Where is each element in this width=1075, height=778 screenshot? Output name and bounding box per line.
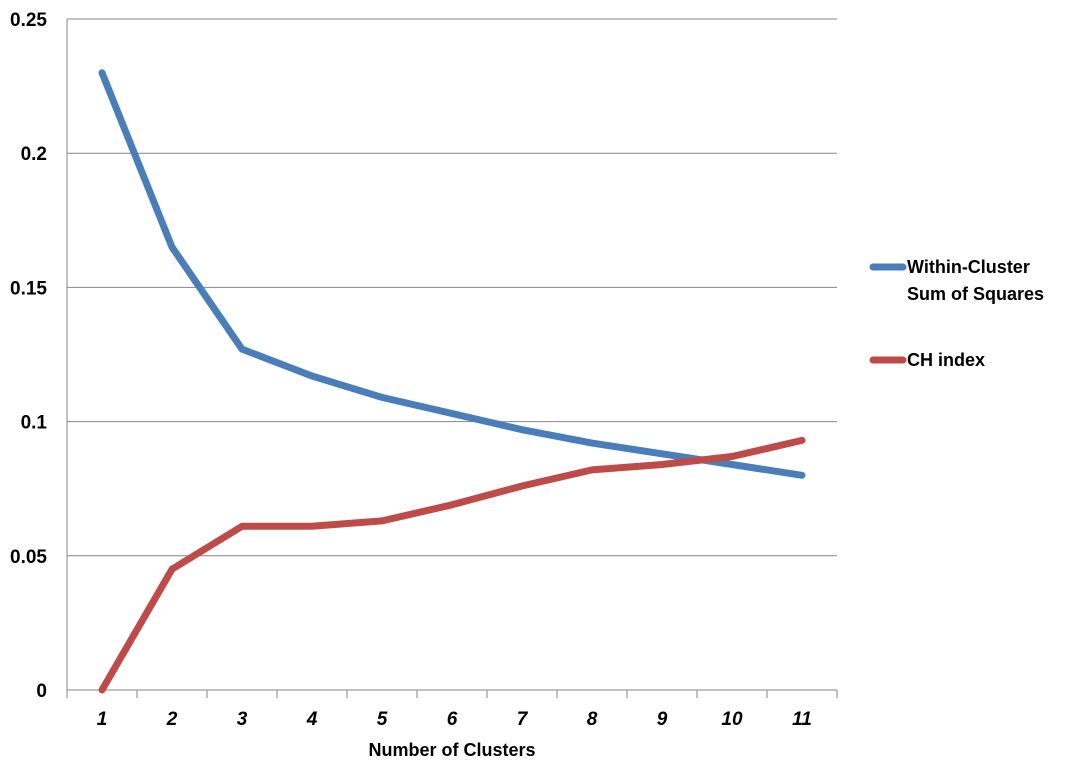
x-tick-label: 8 xyxy=(587,709,598,730)
y-tick-labels: 0 0.05 0.1 0.15 0.2 0.25 xyxy=(10,10,47,702)
legend-label: CH index xyxy=(907,350,985,370)
axes xyxy=(66,19,837,691)
x-tick-label: 3 xyxy=(237,709,248,730)
series-line-0 xyxy=(98,69,806,479)
y-tick-label: 0.15 xyxy=(10,278,47,299)
y-tick-label: 0.2 xyxy=(21,144,47,165)
series-line-1 xyxy=(98,436,806,694)
x-tick-label: 1 xyxy=(97,709,108,730)
y-tick-label: 0 xyxy=(36,681,47,702)
x-tick-label: 9 xyxy=(657,709,668,730)
y-tick-label: 0.25 xyxy=(10,10,47,31)
y-tick-label: 0.05 xyxy=(10,547,47,568)
x-tick-label: 11 xyxy=(792,709,812,730)
x-axis-title: Number of Clusters xyxy=(368,740,535,760)
y-tick-label: 0.1 xyxy=(21,413,48,434)
x-tick-labels: 1 2 3 4 5 6 7 8 9 10 11 xyxy=(66,690,838,730)
gridlines xyxy=(67,18,837,557)
legend: Within-Cluster Sum of Squares CH index xyxy=(869,257,1044,370)
x-tick-label: 7 xyxy=(517,709,529,730)
x-tick-label: 5 xyxy=(377,709,388,730)
x-tick-label: 10 xyxy=(721,709,743,730)
series-lines xyxy=(98,69,806,694)
legend-label: Sum of Squares xyxy=(907,284,1044,304)
x-tick-label: 2 xyxy=(166,709,178,730)
x-tick-label: 4 xyxy=(306,709,318,730)
x-tick-label: 6 xyxy=(447,709,458,730)
legend-label: Within-Cluster xyxy=(907,257,1030,277)
